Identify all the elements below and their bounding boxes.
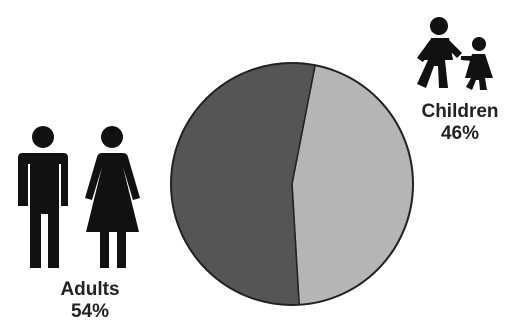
adults-icon	[10, 120, 150, 270]
pie-outline	[170, 62, 414, 306]
slice-label-adults-value: 54%	[70, 301, 110, 322]
slice-label-children-name: Children	[421, 101, 499, 122]
slice-label-adults: Adults 54%	[30, 279, 150, 323]
slice-label-children-value: 46%	[440, 123, 480, 144]
pie-slice-children	[291, 64, 414, 306]
slice-label-children: Children 46%	[404, 101, 512, 145]
slice-label-adults-name: Adults	[60, 279, 120, 300]
children-icon	[404, 8, 508, 92]
